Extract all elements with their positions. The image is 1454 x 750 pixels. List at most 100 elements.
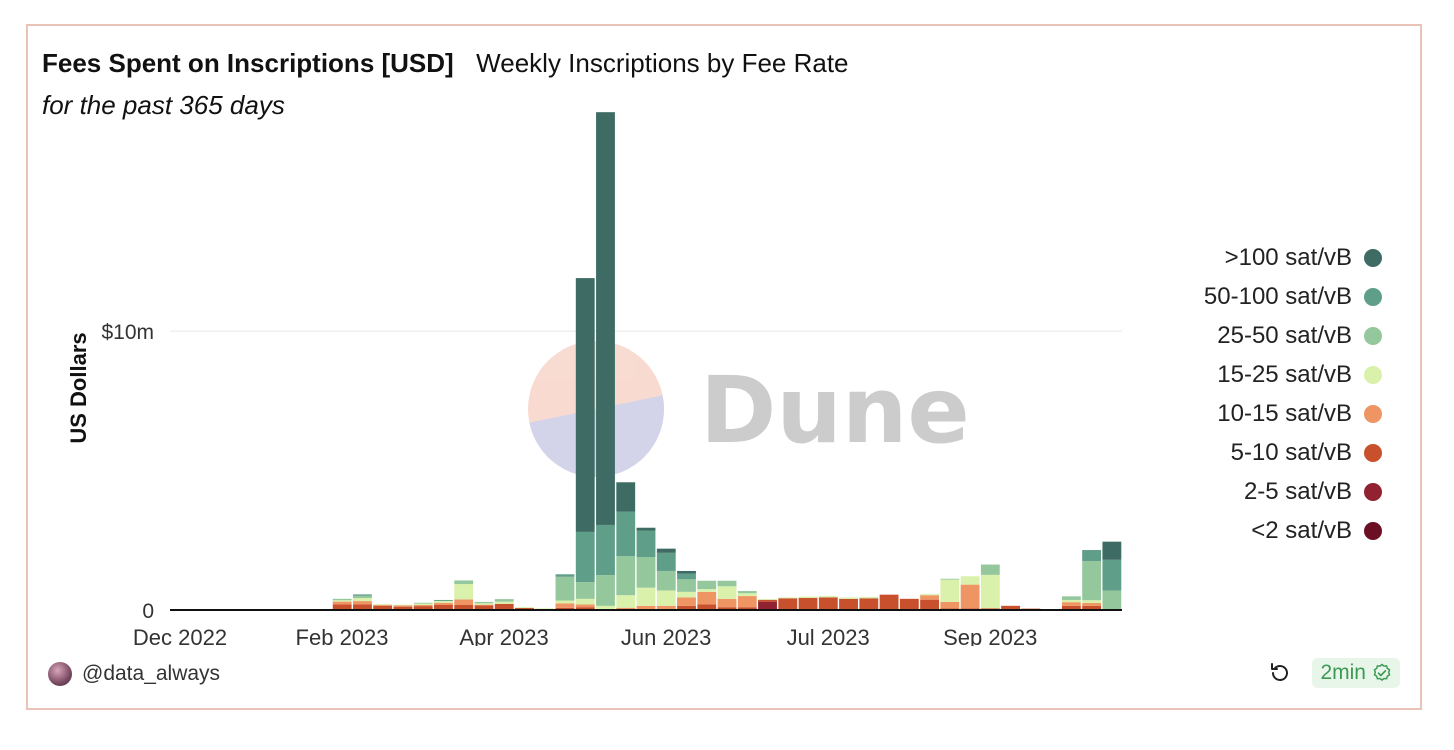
bar-segment <box>636 587 656 606</box>
bar-segment <box>980 564 1000 575</box>
footer-actions: 2min <box>1268 658 1400 688</box>
legend-swatch <box>1364 521 1382 540</box>
bar-segment <box>575 607 595 610</box>
bar-segment <box>454 580 474 585</box>
bar-segment <box>555 574 575 577</box>
bar-segment <box>818 597 838 610</box>
bar-segment <box>535 608 555 610</box>
legend-item[interactable]: <2 sat/vB <box>1204 511 1382 550</box>
bar-segment <box>474 604 494 606</box>
bar-segment <box>575 604 595 608</box>
bar-segment <box>940 578 960 580</box>
bar-segment <box>737 593 757 597</box>
bar-segment <box>616 511 636 557</box>
legend-label: >100 sat/vB <box>1224 243 1352 271</box>
legend-item[interactable]: >100 sat/vB <box>1204 238 1382 277</box>
bar-segment <box>373 605 393 610</box>
bar-segment <box>393 604 413 606</box>
bar-segment <box>758 599 777 600</box>
bar-segment <box>636 557 656 588</box>
bar-segment <box>737 596 757 608</box>
freshness-badge[interactable]: 2min <box>1312 658 1400 688</box>
bar-segment <box>393 606 413 610</box>
bar-segment <box>656 570 676 591</box>
x-tick-label: Dec 2022 <box>133 625 227 646</box>
bar-segment <box>677 579 696 592</box>
x-tick-label: Apr 2023 <box>459 625 548 646</box>
bar-segment <box>596 575 615 606</box>
bar-segment <box>737 607 757 610</box>
bar-segment <box>697 589 717 592</box>
bar-segment <box>555 603 575 608</box>
bar-segment <box>1082 603 1102 606</box>
bar-segment <box>879 594 899 610</box>
bar-segment <box>697 604 717 610</box>
bar-segment <box>1102 559 1122 591</box>
bar-segment <box>1001 605 1021 610</box>
bar-segment <box>717 580 737 587</box>
bar-segment <box>353 604 372 610</box>
chart-card: Fees Spent on Inscriptions [USD] Weekly … <box>26 24 1422 710</box>
author-link[interactable]: @data_always <box>48 662 220 686</box>
query-title[interactable]: Fees Spent on Inscriptions [USD] <box>42 48 454 78</box>
bar-segment <box>332 600 352 602</box>
bar-segment <box>818 596 838 598</box>
bar-segment <box>677 573 696 580</box>
legend-item[interactable]: 50-100 sat/vB <box>1204 277 1382 316</box>
bar-segment <box>1102 541 1122 560</box>
legend-swatch <box>1364 404 1382 423</box>
y-tick-label: $10m <box>101 321 154 344</box>
bar-segment <box>1102 590 1122 610</box>
legend-item[interactable]: 15-25 sat/vB <box>1204 355 1382 394</box>
bar-segment <box>1082 550 1102 562</box>
legend-swatch <box>1364 287 1382 306</box>
legend-item[interactable]: 10-15 sat/vB <box>1204 394 1382 433</box>
bar-segment <box>920 595 939 600</box>
bar-segment <box>454 604 474 610</box>
legend-item[interactable]: 5-10 sat/vB <box>1204 433 1382 472</box>
legend-label: 15-25 sat/vB <box>1217 360 1352 388</box>
bar-segment <box>596 112 615 525</box>
bar-segment <box>413 602 433 604</box>
bar-segment <box>515 607 534 610</box>
bar-segment <box>434 602 453 605</box>
bar-segment <box>353 595 372 599</box>
legend-swatch <box>1364 365 1382 384</box>
bar-segment <box>413 604 433 607</box>
bar-segment <box>332 601 352 605</box>
bar-segment <box>778 598 798 610</box>
bar-segment <box>555 607 575 610</box>
legend-item[interactable]: 2-5 sat/vB <box>1204 472 1382 511</box>
bar-segment <box>798 598 818 610</box>
dune-watermark: Dune <box>528 341 970 478</box>
legend-label: 5-10 sat/vB <box>1230 438 1352 466</box>
bar-segment <box>1061 596 1081 600</box>
card-header: Fees Spent on Inscriptions [USD] Weekly … <box>42 48 849 79</box>
bar-segment <box>575 582 595 599</box>
bar-segment <box>454 584 474 600</box>
bar-segment <box>980 574 1000 609</box>
bar-segment <box>575 531 595 583</box>
bar-segment <box>758 599 777 602</box>
chart-subtitle: for the past 365 days <box>42 90 285 120</box>
bar-segment <box>636 605 656 610</box>
bar-segment <box>353 598 372 602</box>
bar-segment <box>778 597 798 599</box>
chart-legend: >100 sat/vB 50-100 sat/vB 25-50 sat/vB 15-2… <box>1204 238 1382 550</box>
bar-segment <box>839 598 858 610</box>
bar-segment <box>920 594 939 596</box>
bar-segment <box>1061 605 1081 610</box>
x-tick-label: Jul 2023 <box>787 625 870 646</box>
legend-label: 50-100 sat/vB <box>1203 282 1352 310</box>
bar-segment <box>494 603 514 610</box>
legend-swatch <box>1364 443 1382 462</box>
bar-segment <box>555 600 575 604</box>
bar-segment <box>940 601 960 609</box>
refresh-icon[interactable] <box>1268 661 1292 685</box>
bar-segment <box>494 599 514 602</box>
legend-item[interactable]: 25-50 sat/vB <box>1204 316 1382 355</box>
legend-swatch <box>1364 482 1382 501</box>
bar-segment <box>474 601 494 604</box>
bar-segment <box>798 596 818 598</box>
bar-segment <box>656 605 676 610</box>
